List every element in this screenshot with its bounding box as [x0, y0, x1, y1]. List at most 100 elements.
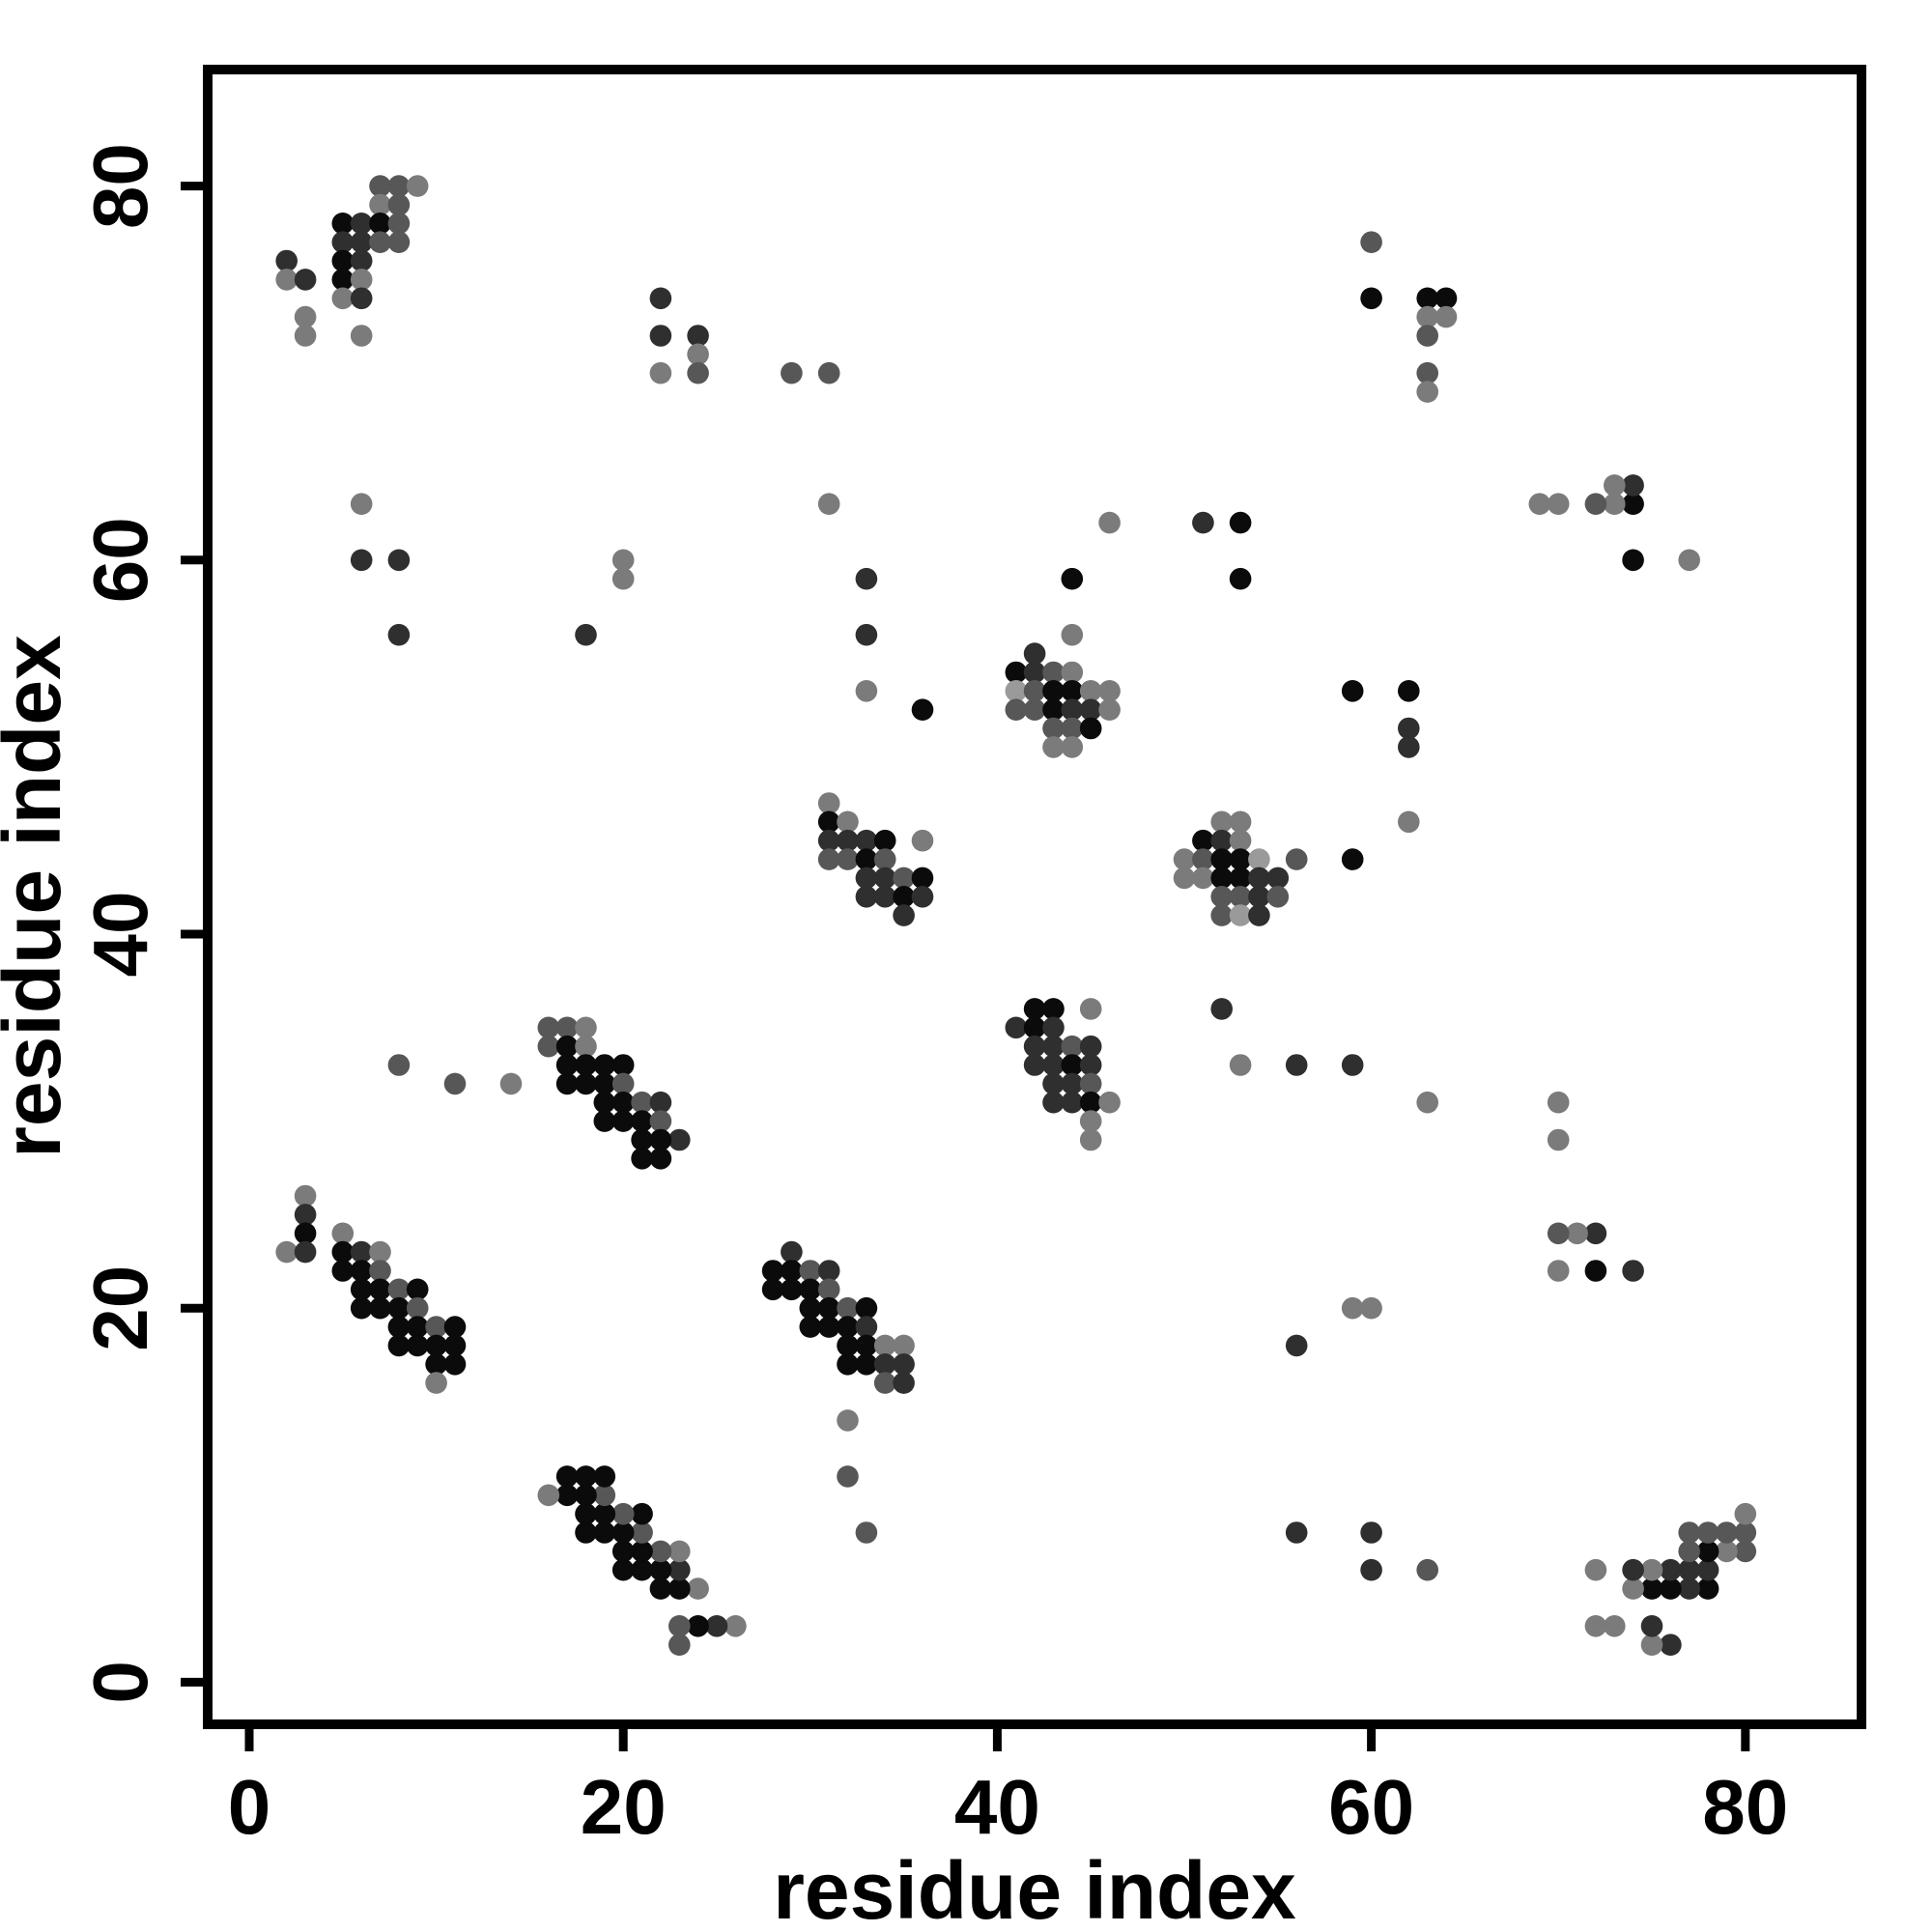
data-point [911, 698, 934, 721]
data-point [1716, 1521, 1738, 1544]
data-point [873, 848, 896, 870]
data-point [1678, 1577, 1700, 1600]
data-point [1042, 1072, 1065, 1095]
data-point [1622, 493, 1644, 515]
data-point [575, 1502, 597, 1525]
data-point [350, 231, 373, 253]
data-point [837, 1465, 859, 1488]
data-point [1210, 848, 1233, 870]
data-point [855, 886, 878, 908]
data-point [387, 549, 411, 572]
data-point [668, 1577, 691, 1600]
data-point [817, 848, 840, 870]
data-point [1398, 680, 1420, 702]
data-point [1098, 680, 1121, 702]
data-point [1716, 1540, 1738, 1563]
data-point [855, 680, 878, 702]
data-point [1079, 698, 1102, 721]
data-point [799, 1260, 822, 1282]
data-point [537, 1035, 560, 1058]
data-point [631, 1502, 653, 1525]
data-point [1416, 287, 1438, 310]
data-point [1079, 1072, 1102, 1095]
data-point [1005, 661, 1028, 684]
data-point [350, 1278, 373, 1301]
data-point [575, 623, 597, 646]
tick-label: 80 [77, 143, 163, 229]
data-point [1229, 567, 1252, 590]
data-point [575, 1035, 597, 1058]
data-point [837, 848, 859, 870]
data-point [1584, 1222, 1607, 1245]
data-point [837, 810, 859, 834]
data-point [1023, 1035, 1046, 1058]
data-point [593, 1521, 616, 1544]
data-point [387, 1278, 411, 1301]
data-point [1435, 305, 1458, 328]
data-point [425, 1353, 447, 1376]
data-point [555, 1016, 579, 1039]
data-point [1229, 886, 1252, 908]
data-point [1584, 493, 1607, 515]
data-point [873, 1334, 896, 1357]
data-point [350, 1260, 373, 1282]
data-point [817, 810, 840, 834]
data-point [1566, 1222, 1588, 1245]
data-point [1341, 680, 1364, 702]
data-point [1734, 1540, 1757, 1563]
data-point [1042, 1035, 1065, 1058]
data-point [1061, 1091, 1084, 1114]
data-point [631, 1091, 653, 1114]
data-point [1098, 511, 1121, 534]
data-point [873, 1372, 896, 1394]
data-point [1023, 1016, 1046, 1039]
data-point [1229, 867, 1252, 890]
data-point [369, 231, 391, 253]
data-point [799, 1296, 822, 1320]
data-point [1416, 1558, 1438, 1581]
data-point [369, 1240, 391, 1264]
data-point [331, 249, 355, 272]
data-point [1098, 1091, 1121, 1114]
data-point [687, 361, 709, 384]
data-point [855, 1316, 878, 1338]
data-point [369, 213, 391, 235]
data-point [1435, 287, 1458, 310]
data-point [893, 1372, 915, 1394]
data-point [369, 1260, 391, 1282]
data-point [1079, 1110, 1102, 1132]
tick-label: 40 [954, 1764, 1040, 1850]
data-point [837, 1353, 859, 1376]
data-point [1005, 698, 1028, 721]
data-point [799, 1316, 822, 1338]
data-point [611, 1091, 635, 1114]
data-point [387, 1316, 411, 1338]
data-point [705, 1615, 728, 1637]
data-point [631, 1110, 653, 1132]
data-point [649, 1148, 672, 1170]
data-point [331, 1260, 355, 1282]
data-point [649, 1540, 672, 1563]
data-point [893, 867, 915, 890]
data-point [1173, 867, 1196, 890]
data-point [611, 1054, 635, 1076]
data-point [1266, 867, 1290, 890]
data-point [1285, 1334, 1308, 1357]
plot-border [203, 65, 1866, 1729]
data-point [593, 1054, 616, 1076]
data-point [555, 1465, 579, 1488]
data-point [331, 269, 355, 291]
data-point [593, 1072, 616, 1095]
data-point [575, 1521, 597, 1544]
data-point [406, 1296, 429, 1320]
data-point [668, 1128, 691, 1151]
data-point [1042, 717, 1065, 740]
data-point [631, 1540, 653, 1563]
y-axis-title: residue index [0, 635, 77, 1158]
data-point [1248, 886, 1270, 908]
axis-ticks-layer [181, 182, 1750, 1751]
data-point [611, 1502, 635, 1525]
data-point [406, 1316, 429, 1338]
data-point [1023, 680, 1046, 702]
